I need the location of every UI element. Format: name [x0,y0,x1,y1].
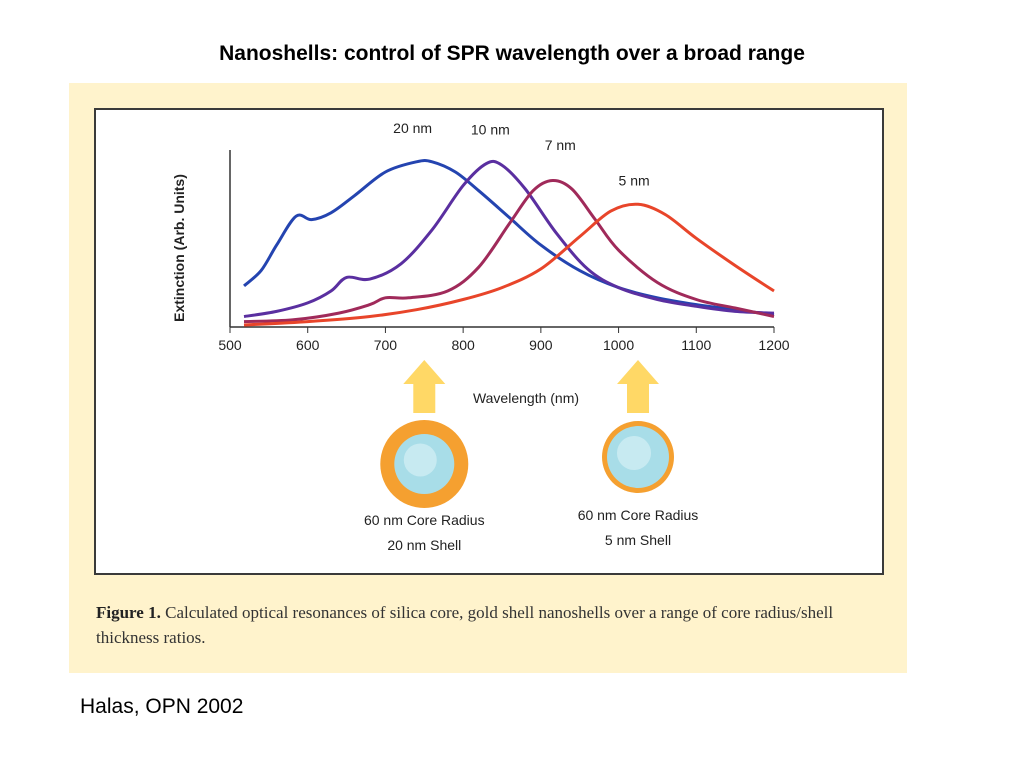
x-tick-label: 1000 [603,337,634,353]
figure-panel: 500 600 700 800 900 1000 1100 1200 Wavelength (n… [69,83,907,673]
caption-text: Calculated optical resonances of silica … [96,603,834,647]
x-tick-label: 500 [218,337,242,353]
figure-caption: Figure 1. Calculated optical resonances … [96,600,896,650]
particle-label-line1: 60 nm Core Radius [364,512,485,528]
particle-label-line1: 60 nm Core Radius [578,507,699,523]
series-line-20-nm [242,159,775,317]
particle-label-line2: 20 nm Shell [387,537,461,553]
x-axis-label: Wavelength (nm) [473,390,579,406]
x-tick-label: 700 [374,337,398,353]
curve-annotation: 20 nm [393,120,432,136]
y-axis-label: Extinction (Arb. Units) [171,174,187,322]
plot-frame: 500 600 700 800 900 1000 1100 1200 Wavelength (n… [94,108,884,575]
up-arrow-icon [617,360,659,413]
x-tick-label: 600 [296,337,320,353]
core-highlight [403,443,437,477]
x-tick-label: 800 [451,337,475,353]
series-line-5-nm [243,202,775,327]
series-line-7-nm [243,178,775,324]
citation: Halas, OPN 2002 [80,695,244,718]
x-tick-label: 1100 [681,337,711,353]
slide-title: Nanoshells: control of SPR wavelength ov… [219,42,805,65]
curve-annotation: 5 nm [619,173,650,189]
x-tick-label: 1200 [758,337,789,353]
caption-label: Figure 1. [96,603,161,622]
curve-annotation: 10 nm [471,122,510,138]
particle-label-line2: 5 nm Shell [605,532,671,548]
curve-annotation: 7 nm [545,137,576,153]
series-line-10-nm [243,159,775,318]
x-tick-label: 900 [529,337,553,353]
extinction-chart: 500 600 700 800 900 1000 1100 1200 Wavelength (n… [171,120,790,553]
up-arrow-icon [403,360,446,413]
core-highlight [616,435,652,471]
